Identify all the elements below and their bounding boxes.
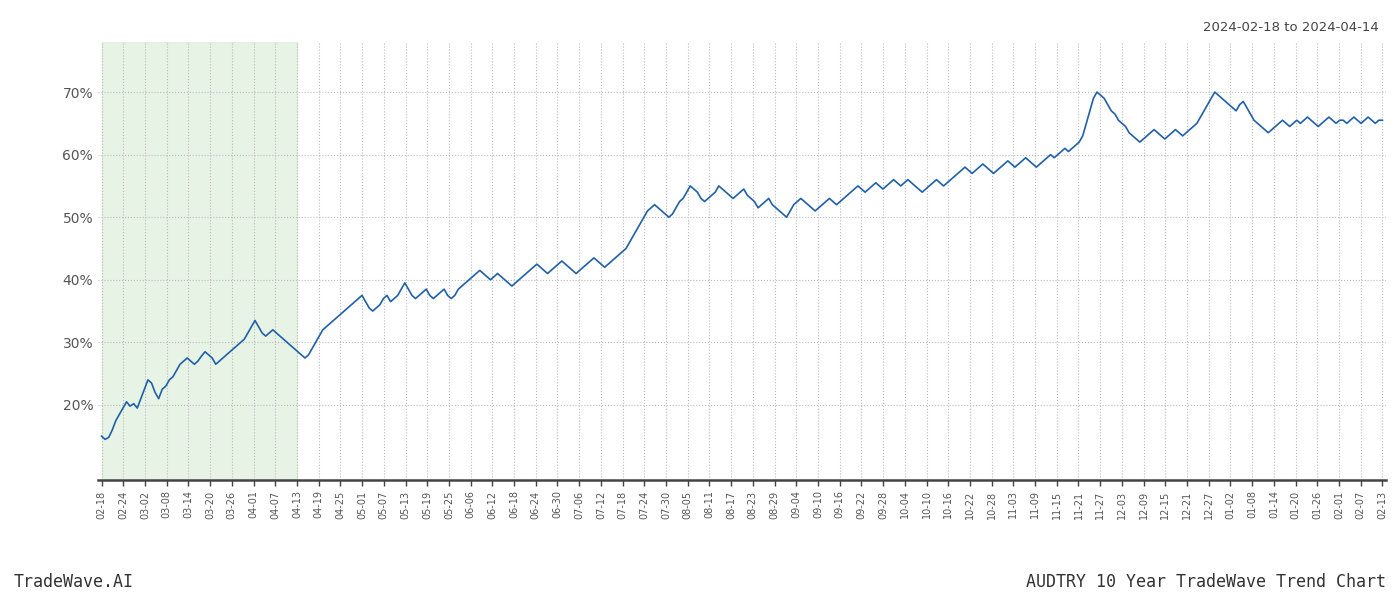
- Bar: [102, 42, 297, 480]
- Text: TradeWave.AI: TradeWave.AI: [14, 573, 134, 591]
- Text: 2024-02-18 to 2024-04-14: 2024-02-18 to 2024-04-14: [1203, 21, 1379, 34]
- Text: AUDTRY 10 Year TradeWave Trend Chart: AUDTRY 10 Year TradeWave Trend Chart: [1026, 573, 1386, 591]
